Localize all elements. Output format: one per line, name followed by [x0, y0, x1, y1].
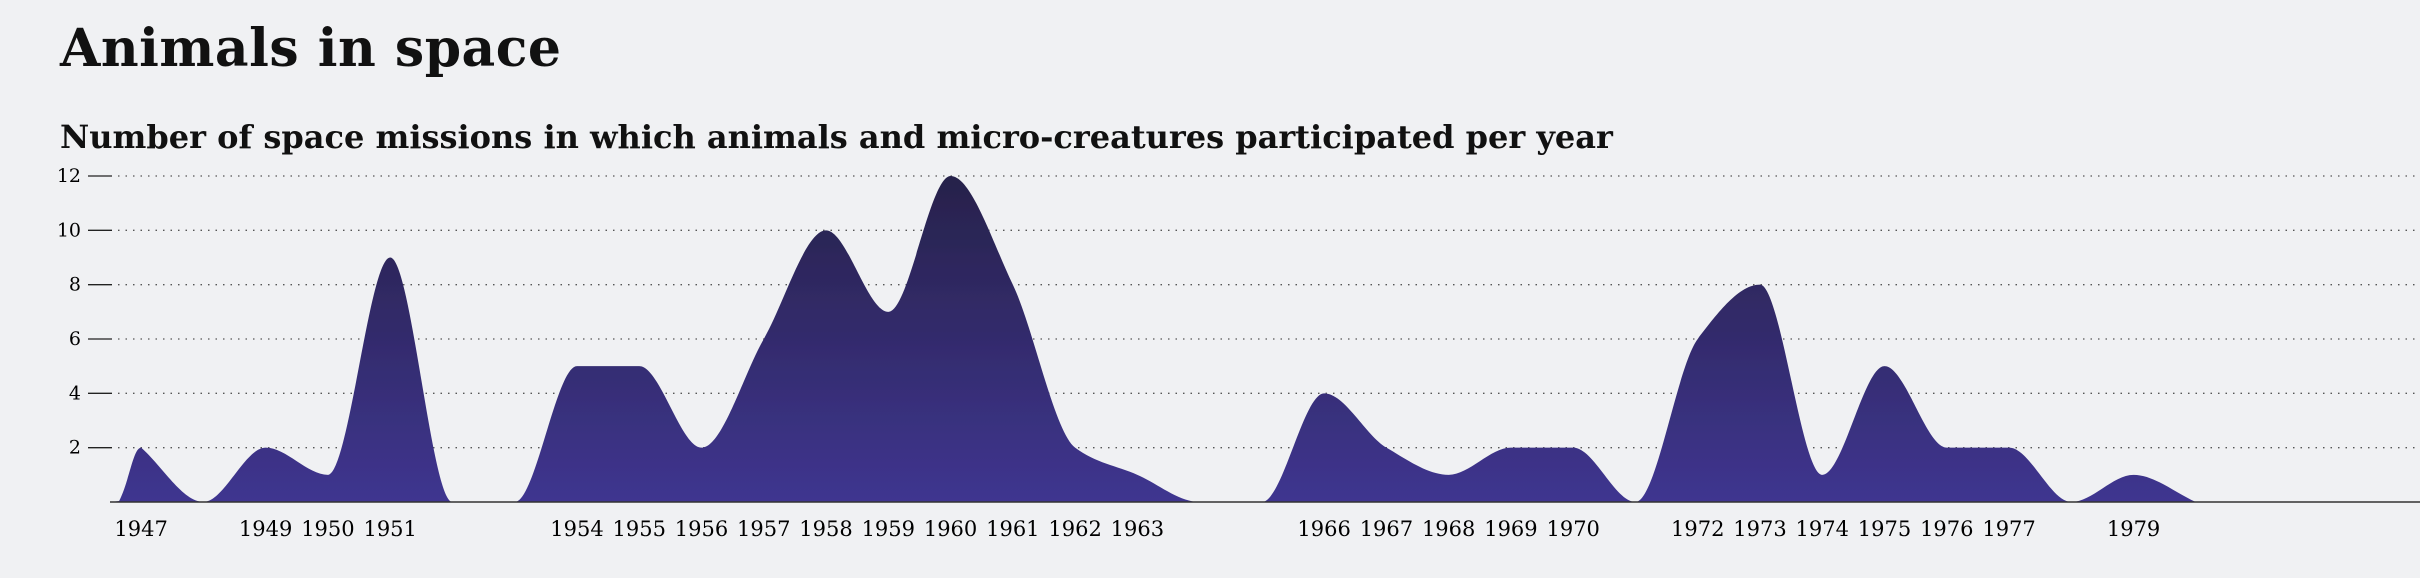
x-tick-label: 1949	[239, 517, 292, 541]
x-tick-label: 1975	[1858, 517, 1911, 541]
y-tick: 2	[69, 437, 112, 459]
x-axis: 1947 1949 1950 1951 1954 1955 1956 1957 1958 1959…	[114, 517, 2160, 541]
x-tick-label: 1961	[986, 517, 1039, 541]
x-tick-label: 1958	[799, 517, 852, 541]
x-tick-label: 1977	[1982, 517, 2035, 541]
y-tick-label: 6	[69, 328, 81, 350]
x-tick-label: 1962	[1048, 517, 1101, 541]
x-tick-label: 1960	[924, 517, 977, 541]
y-tick: 10	[57, 219, 112, 241]
x-tick-label: 1979	[2107, 517, 2160, 541]
y-tick-label: 4	[69, 382, 81, 404]
y-tick-label: 10	[57, 219, 81, 241]
x-tick-label: 1968	[1422, 517, 1475, 541]
x-tick-label: 1974	[1796, 517, 1849, 541]
x-tick-label: 1972	[1671, 517, 1724, 541]
x-tick-label: 1951	[363, 517, 416, 541]
x-tick-label: 1966	[1297, 517, 1350, 541]
x-tick-label: 1973	[1733, 517, 1786, 541]
y-gridlines	[118, 175, 2420, 449]
x-tick-label: 1947	[114, 517, 167, 541]
x-tick-label: 1969	[1484, 517, 1537, 541]
x-tick-label: 1950	[301, 517, 354, 541]
y-tick-label: 2	[69, 437, 81, 459]
chart-subtitle: Number of space missions in which animal…	[60, 118, 1613, 156]
area-series	[111, 176, 2196, 502]
page-title: Animals in space	[60, 18, 562, 79]
y-tick: 12	[57, 165, 112, 187]
x-tick-label: 1967	[1360, 517, 1413, 541]
x-tick-label: 1959	[862, 517, 915, 541]
y-tick-label: 12	[57, 165, 81, 187]
x-tick-label: 1976	[1920, 517, 1973, 541]
y-tick: 4	[69, 382, 112, 404]
y-axis: 2 4 6 8 10 12	[57, 165, 112, 459]
y-tick-label: 8	[69, 274, 81, 296]
x-tick-label: 1954	[550, 517, 603, 541]
y-tick: 8	[69, 274, 112, 296]
x-tick-label: 1956	[675, 517, 728, 541]
x-tick-label: 1957	[737, 517, 790, 541]
x-tick-label: 1970	[1546, 517, 1599, 541]
x-tick-label: 1963	[1111, 517, 1164, 541]
y-tick: 6	[69, 328, 112, 350]
x-tick-label: 1955	[613, 517, 666, 541]
